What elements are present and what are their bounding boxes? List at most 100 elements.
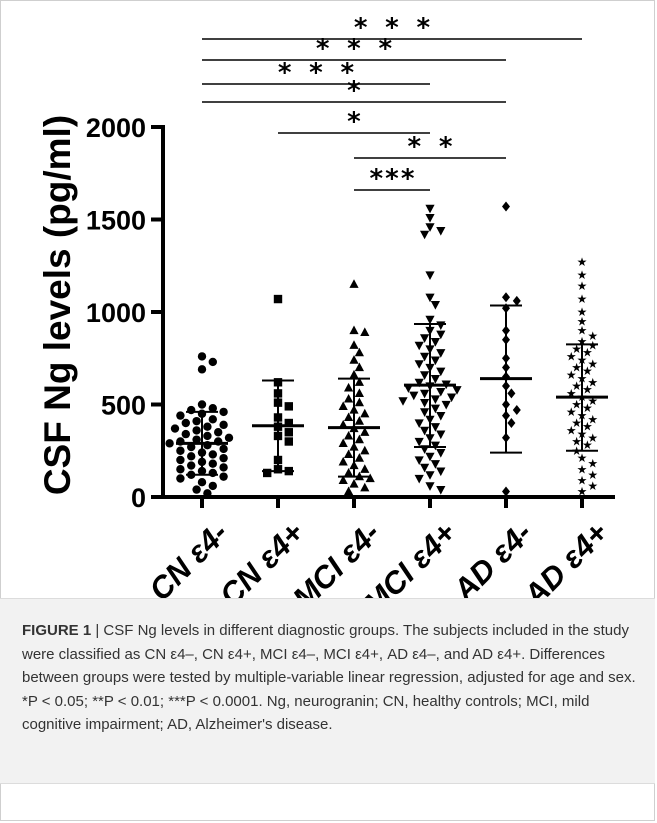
data-point: ★ (587, 357, 598, 371)
data-point (208, 415, 217, 424)
data-point: ★ (587, 468, 598, 482)
data-point (203, 422, 212, 431)
data-point (414, 419, 424, 428)
data-point (360, 408, 370, 418)
x-tick-label: AD ε4+ (516, 515, 615, 598)
data-point (187, 461, 196, 470)
chart: * * ** * ** * **** **** ★★★★★★★ ★★★ ★★★★ ★★… (37, 13, 615, 598)
data-point (354, 434, 364, 444)
data-point (430, 423, 440, 432)
data-point: ★ (577, 279, 588, 293)
caption-separator: | (91, 622, 104, 639)
data-point (425, 293, 435, 303)
data-point (219, 407, 228, 417)
y-axis-label: CSF Ng levels (pg/ml) (37, 115, 78, 495)
data-point (420, 389, 430, 399)
data-point (344, 382, 354, 392)
data-point (354, 453, 364, 462)
data-point (420, 463, 430, 473)
data-point (349, 355, 359, 364)
y-tick-label: 1000 (86, 298, 146, 328)
data-point: ★ (577, 268, 588, 282)
data-point (197, 352, 207, 361)
data-point: ★ (587, 412, 598, 426)
data-point (502, 292, 510, 303)
y-tick-label: 500 (101, 391, 146, 421)
data-point (344, 430, 354, 440)
data-point (430, 301, 440, 310)
data-point (420, 408, 430, 417)
data-point: ★ (582, 401, 593, 415)
data-point (208, 468, 217, 478)
data-point (360, 327, 370, 336)
data-point (430, 404, 440, 414)
data-point: ★ (582, 383, 593, 397)
data-point (502, 201, 510, 212)
data-point (344, 449, 354, 459)
data-point (420, 352, 430, 362)
data-points: ★★★★★★★★★★★★★★★★★★★★★★★★★★★★★★★★★★★★★★★★… (165, 201, 598, 498)
data-point (360, 482, 370, 492)
data-point: ★ (571, 379, 582, 393)
data-point (338, 456, 348, 466)
data-point (452, 386, 462, 395)
data-point (284, 428, 293, 437)
data-point (414, 437, 424, 447)
data-point (420, 230, 430, 240)
figure-caption: FIGURE 1 | CSF Ng levels in different di… (22, 619, 642, 737)
data-point: ★ (566, 349, 577, 363)
data-point: ★ (566, 405, 577, 419)
data-point (420, 371, 430, 380)
data-point (425, 223, 435, 232)
data-point (170, 424, 180, 433)
data-point (208, 404, 217, 413)
data-point (436, 330, 446, 340)
data-point (176, 455, 185, 465)
data-point (354, 388, 364, 397)
data-point (436, 486, 446, 495)
significance-label: * (346, 76, 362, 106)
data-point (425, 271, 435, 280)
mean-sd-bars (176, 304, 608, 478)
data-point (512, 295, 521, 306)
data-point (187, 405, 196, 415)
data-point (414, 378, 424, 388)
data-point (192, 485, 201, 494)
significance-label: * * * (277, 58, 355, 88)
data-point (219, 444, 228, 454)
data-point (284, 418, 293, 428)
data-point (360, 445, 370, 455)
caption-text: CSF Ng levels in different diagnostic gr… (22, 622, 636, 733)
data-point (344, 486, 354, 496)
data-point: ★ (577, 462, 588, 476)
data-point: ★ (582, 438, 593, 452)
data-point (219, 453, 228, 463)
data-point (208, 357, 217, 367)
data-point (284, 402, 293, 411)
data-point (507, 388, 516, 399)
data-point (219, 463, 228, 472)
data-point (502, 486, 510, 497)
data-point: ★ (577, 484, 588, 498)
data-point (203, 431, 212, 441)
data-point (187, 442, 196, 452)
data-point (436, 412, 446, 421)
data-point (420, 399, 430, 408)
data-point (447, 393, 457, 403)
data-point (224, 433, 234, 442)
data-point: ★ (582, 420, 593, 434)
data-point: ★ (566, 368, 577, 382)
data-point: ★ (587, 329, 598, 343)
data-point (338, 475, 348, 484)
significance-label: * (346, 107, 362, 137)
data-point (197, 400, 207, 409)
significance-brackets: * * ** * ** * **** **** (202, 13, 582, 194)
data-point (425, 482, 435, 491)
data-point (165, 439, 174, 448)
data-point (349, 340, 359, 349)
data-point: ★ (577, 314, 588, 328)
data-point: ★ (587, 479, 598, 493)
data-point (192, 426, 201, 435)
